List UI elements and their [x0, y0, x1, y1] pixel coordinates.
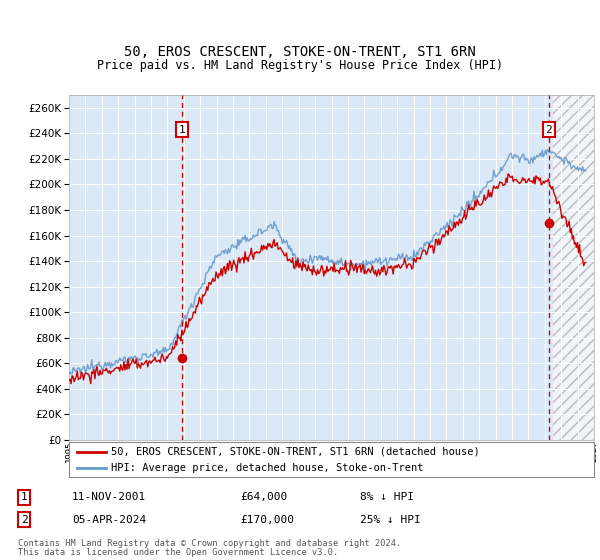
Text: 2: 2	[20, 515, 28, 525]
Text: 50, EROS CRESCENT, STOKE-ON-TRENT, ST1 6RN: 50, EROS CRESCENT, STOKE-ON-TRENT, ST1 6…	[124, 45, 476, 59]
Text: 11-NOV-2001: 11-NOV-2001	[72, 492, 146, 502]
Text: This data is licensed under the Open Government Licence v3.0.: This data is licensed under the Open Gov…	[18, 548, 338, 557]
Text: HPI: Average price, detached house, Stoke-on-Trent: HPI: Average price, detached house, Stok…	[111, 463, 424, 473]
Text: £64,000: £64,000	[240, 492, 287, 502]
Text: 2: 2	[545, 125, 552, 134]
Text: £170,000: £170,000	[240, 515, 294, 525]
Text: 25% ↓ HPI: 25% ↓ HPI	[360, 515, 421, 525]
Bar	[553, 95, 594, 440]
Text: Contains HM Land Registry data © Crown copyright and database right 2024.: Contains HM Land Registry data © Crown c…	[18, 539, 401, 548]
Text: 05-APR-2024: 05-APR-2024	[72, 515, 146, 525]
Text: Price paid vs. HM Land Registry's House Price Index (HPI): Price paid vs. HM Land Registry's House …	[97, 59, 503, 72]
Text: 50, EROS CRESCENT, STOKE-ON-TRENT, ST1 6RN (detached house): 50, EROS CRESCENT, STOKE-ON-TRENT, ST1 6…	[111, 447, 480, 457]
Text: 8% ↓ HPI: 8% ↓ HPI	[360, 492, 414, 502]
Text: 1: 1	[178, 125, 185, 134]
Bar	[553, 95, 594, 440]
Text: 1: 1	[20, 492, 28, 502]
